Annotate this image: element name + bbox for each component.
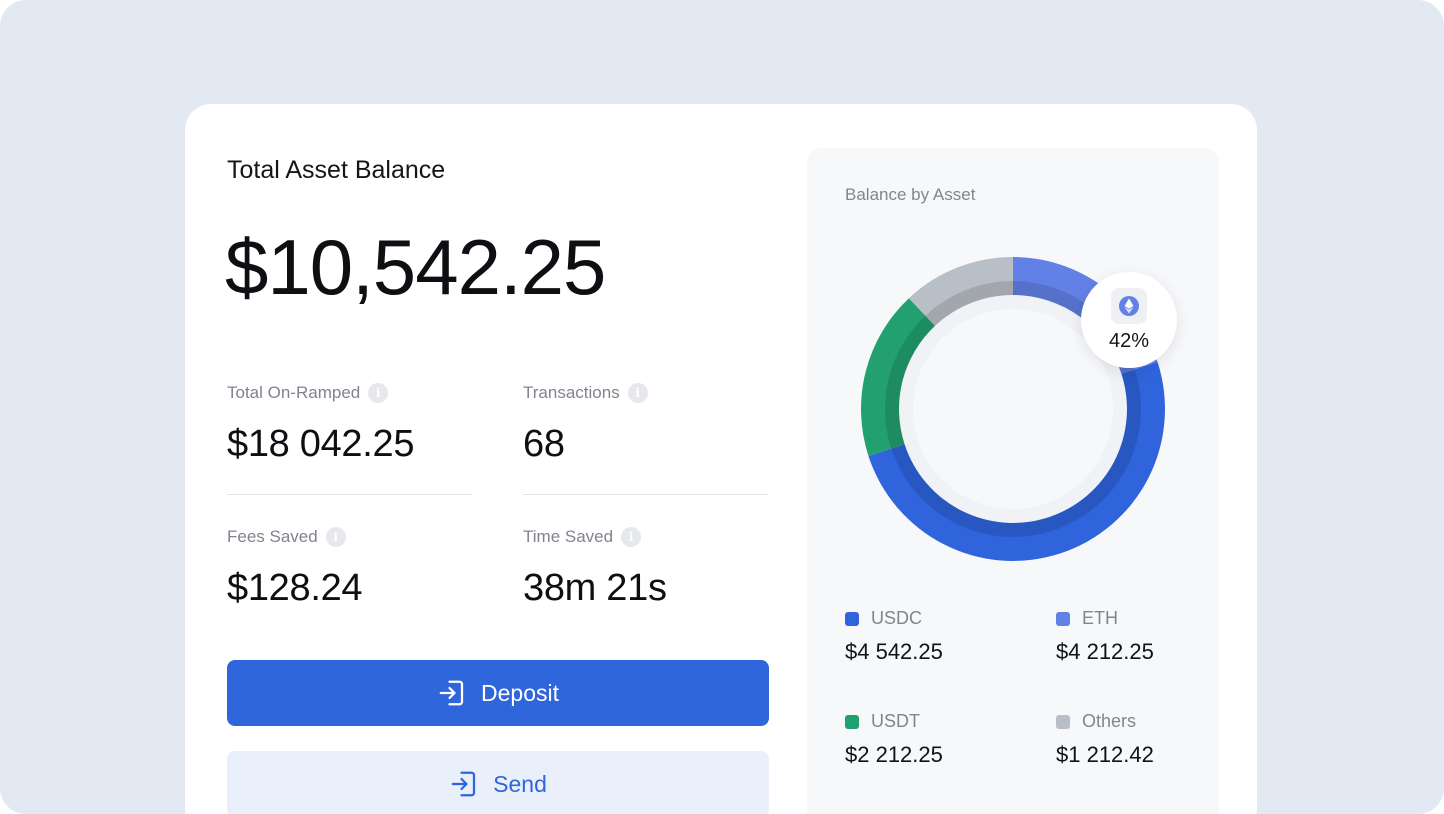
balance-card: Total Asset Balance $10,542.25 Total On-…	[185, 104, 1257, 814]
legend-label: ETH	[1082, 608, 1118, 628]
legend-item-others: Others $1 212.42	[1056, 711, 1236, 768]
legend-value: $2 212.25	[845, 742, 943, 767]
total-balance-value: $10,542.25	[225, 223, 606, 311]
login-icon	[451, 771, 476, 797]
asset-donut-chart	[861, 257, 1165, 561]
legend-label: USDC	[871, 608, 923, 628]
legend-item-eth: ETH $4 212.25	[1056, 608, 1236, 665]
send-button-label: Send	[493, 770, 547, 797]
stat-value: 68	[523, 423, 565, 465]
legend-swatch	[1056, 611, 1070, 626]
deposit-button-label: Deposit	[481, 679, 559, 706]
info-icon[interactable]: i	[621, 527, 642, 547]
ethereum-icon	[1111, 287, 1147, 324]
divider	[227, 494, 472, 495]
highlight-percent: 42%	[1108, 329, 1150, 352]
card-title: Total Asset Balance	[227, 156, 446, 184]
stat-time-saved: Time Saved i 38m 21s	[523, 525, 768, 610]
legend-value: $4 542.25	[845, 639, 943, 664]
stat-value: $128.24	[227, 567, 363, 609]
stat-label: Time Saved	[523, 527, 614, 546]
stat-transactions: Transactions i 68	[523, 381, 768, 466]
donut-segment-others[interactable]	[908, 257, 1013, 326]
legend-item-usdc: USDC $4 542.25	[845, 608, 1025, 665]
stat-label: Fees Saved	[227, 527, 318, 546]
donut-segment-usdc[interactable]	[868, 362, 1165, 561]
legend-swatch	[845, 714, 859, 729]
legend-value: $4 212.25	[1056, 639, 1154, 664]
balance-by-asset-panel: Balance by Asset 42%	[807, 148, 1219, 814]
stat-total-on-ramped: Total On-Ramped i $18 042.25	[227, 381, 472, 466]
donut-center	[913, 309, 1113, 509]
stat-fees-saved: Fees Saved i $128.24	[227, 525, 472, 610]
donut-segment-shade-others	[925, 281, 1013, 326]
highlight-badge[interactable]: 42%	[1081, 272, 1177, 368]
stat-label: Transactions	[523, 383, 620, 402]
info-icon[interactable]: i	[325, 527, 346, 547]
info-icon[interactable]: i	[627, 383, 648, 403]
login-icon	[439, 680, 464, 706]
stat-label: Total On-Ramped	[227, 383, 361, 402]
divider	[523, 494, 768, 495]
info-icon[interactable]: i	[368, 383, 389, 403]
legend-label: Others	[1082, 711, 1137, 731]
stat-value: 38m 21s	[523, 567, 667, 609]
legend-label: USDT	[871, 711, 920, 731]
legend-item-usdt: USDT $2 212.25	[845, 711, 1025, 768]
legend-value: $1 212.42	[1056, 742, 1154, 767]
send-button[interactable]: Send	[227, 751, 769, 814]
panel-title: Balance by Asset	[845, 185, 976, 204]
donut-segment-shade-usdt	[885, 315, 935, 449]
deposit-button[interactable]: Deposit	[227, 660, 769, 726]
legend-swatch	[1056, 714, 1070, 729]
stat-value: $18 042.25	[227, 423, 415, 465]
donut-segment-usdt[interactable]	[861, 298, 935, 456]
legend-swatch	[845, 611, 859, 626]
